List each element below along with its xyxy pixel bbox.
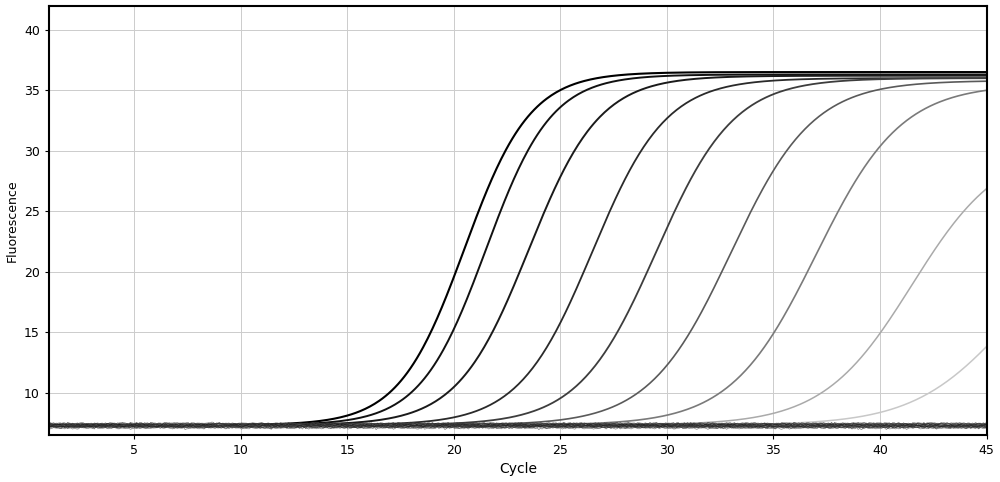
Y-axis label: Fluorescence: Fluorescence [6,179,19,262]
X-axis label: Cycle: Cycle [499,462,537,476]
